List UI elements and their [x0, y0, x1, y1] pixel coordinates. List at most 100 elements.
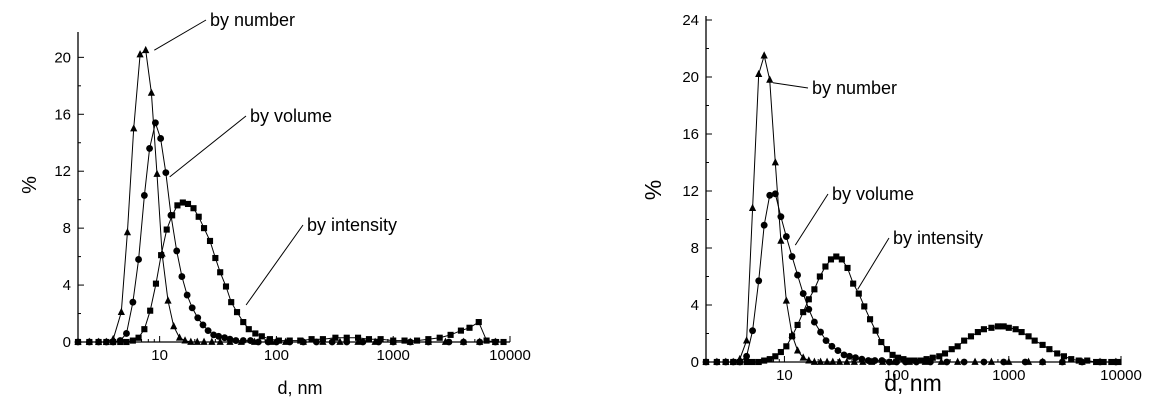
- data-point-by-intensity: [844, 264, 851, 272]
- data-point-by-intensity: [206, 237, 214, 245]
- data-point-by-intensity: [117, 338, 124, 346]
- data-point-by-number: [810, 357, 818, 365]
- data-point-by-volume: [980, 358, 988, 366]
- y-tick-label: 12: [54, 163, 71, 180]
- data-point-by-intensity: [961, 337, 968, 344]
- data-point-by-intensity: [743, 358, 750, 366]
- y-tick-label: 4: [691, 297, 699, 314]
- data-point-by-intensity: [855, 290, 862, 297]
- data-point-by-number: [193, 337, 201, 345]
- data-point-by-volume: [766, 191, 774, 199]
- data-point-by-intensity: [492, 338, 499, 346]
- data-point-by-volume: [1039, 358, 1047, 366]
- data-point-by-number: [208, 337, 216, 345]
- data-point-by-intensity: [436, 334, 443, 341]
- data-point-by-volume: [406, 338, 414, 346]
- annotation-leader-line: [794, 193, 829, 246]
- data-point-by-intensity: [240, 319, 247, 326]
- data-point-by-intensity: [900, 356, 907, 363]
- data-point-by-volume: [247, 337, 254, 344]
- data-point-by-intensity: [252, 330, 259, 337]
- annotation-label: by intensity: [307, 215, 397, 235]
- data-point-by-number: [164, 296, 172, 304]
- data-point-by-number: [937, 357, 945, 365]
- data-point-by-volume: [805, 305, 813, 313]
- data-point-by-number: [147, 88, 155, 96]
- data-point-by-intensity: [179, 199, 186, 206]
- data-point-by-number: [123, 228, 132, 236]
- data-point-by-number: [971, 357, 979, 365]
- annotation-leader-line: [169, 115, 247, 178]
- data-point-by-intensity: [948, 346, 955, 353]
- data-point-by-intensity: [425, 336, 432, 343]
- data-point-by-volume: [755, 277, 763, 285]
- data-point-by-intensity: [135, 334, 142, 341]
- data-point-by-number: [175, 333, 184, 341]
- data-point-by-intensity: [794, 321, 801, 329]
- data-point-by-intensity: [755, 358, 762, 366]
- annotation-label: by number: [812, 78, 897, 98]
- y-tick-label: 0: [63, 334, 71, 351]
- data-point-by-number: [843, 357, 851, 365]
- data-point-by-volume: [771, 190, 779, 198]
- annotation-label: by volume: [250, 106, 332, 126]
- data-point-by-intensity: [1031, 337, 1038, 344]
- annotation-leader-line: [857, 237, 890, 290]
- chart-left: % d, nm 0 4 8 12 16 20 10 100 1000 10000 by number…: [19, 10, 531, 398]
- data-point-by-intensity: [129, 337, 136, 344]
- data-point-by-intensity: [980, 326, 987, 333]
- data-point-by-number: [799, 353, 807, 361]
- x-axis-label: d, nm: [277, 378, 322, 398]
- data-point-by-volume: [1000, 358, 1008, 366]
- data-point-by-intensity: [713, 358, 720, 366]
- annotation-leader-line: [245, 224, 304, 306]
- data-point-by-intensity: [1084, 357, 1091, 364]
- data-point-by-volume: [129, 298, 137, 306]
- data-point-by-intensity: [936, 353, 943, 360]
- data-point-by-volume: [834, 347, 842, 355]
- data-point-by-number: [216, 337, 224, 345]
- data-point-by-volume: [878, 357, 886, 364]
- data-point-by-number: [954, 357, 962, 365]
- x-tick-label: 10000: [489, 347, 531, 364]
- data-point-by-volume: [123, 330, 130, 337]
- data-point-by-intensity: [974, 329, 981, 336]
- series-line-by-intensity: [706, 256, 1119, 363]
- data-point-by-intensity: [772, 353, 779, 360]
- annotation-leader-line: [154, 19, 207, 51]
- data-point-by-volume: [359, 338, 367, 346]
- data-point-by-intensity: [233, 309, 241, 316]
- x-tick-label: 100: [264, 347, 289, 364]
- data-point-by-intensity: [95, 338, 102, 346]
- data-point-by-intensity: [1005, 324, 1012, 331]
- data-point-by-volume: [254, 338, 262, 346]
- data-point-by-intensity: [923, 356, 930, 363]
- annotation-label: by intensity: [893, 228, 983, 248]
- data-point-by-intensity: [103, 338, 110, 346]
- y-tick-label: 8: [63, 220, 71, 237]
- data-point-by-intensity: [483, 337, 490, 344]
- data-point-by-volume: [460, 338, 467, 346]
- data-point-by-number: [136, 50, 144, 58]
- data-point-by-volume: [226, 335, 234, 343]
- data-point-by-intensity: [110, 338, 117, 346]
- data-point-by-intensity: [827, 256, 835, 263]
- data-point-by-number: [771, 158, 779, 166]
- data-point-by-volume: [960, 358, 968, 366]
- data-point-by-volume: [760, 221, 768, 229]
- data-point-by-volume: [864, 357, 872, 364]
- data-point-by-number: [987, 357, 996, 365]
- data-point-by-volume: [188, 304, 196, 312]
- data-point-by-intensity: [332, 334, 339, 341]
- data-point-by-intensity: [401, 337, 408, 344]
- data-point-by-intensity: [222, 283, 230, 290]
- data-point-by-intensity: [906, 357, 913, 364]
- data-point-by-volume: [135, 256, 142, 263]
- data-point-by-volume: [194, 314, 202, 322]
- data-point-by-number: [153, 169, 161, 177]
- data-point-by-volume: [215, 332, 223, 340]
- data-point-by-intensity: [457, 327, 464, 334]
- data-point-by-intensity: [889, 351, 896, 358]
- data-point-by-intensity: [466, 324, 473, 331]
- data-point-by-intensity: [1046, 346, 1053, 353]
